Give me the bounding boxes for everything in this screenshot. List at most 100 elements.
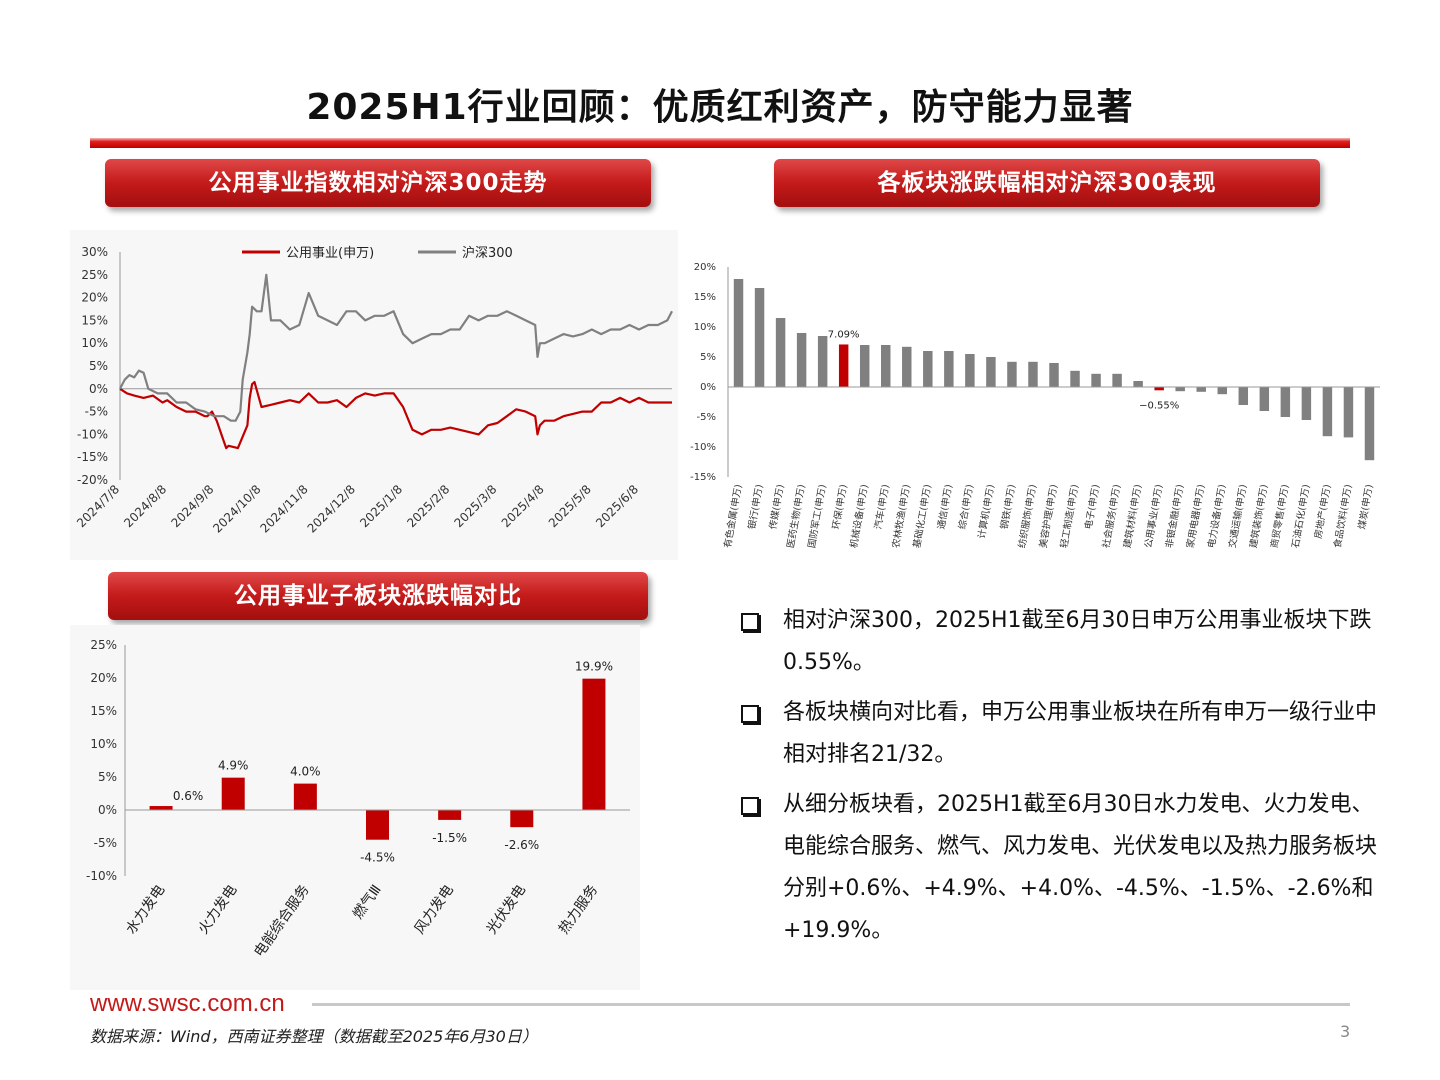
- bar: [881, 345, 891, 387]
- x-tick-label: 医药生物(申万): [785, 483, 808, 549]
- section-header-index-trend: 公用事业指数相对沪深300走势: [105, 159, 651, 207]
- bar: [1175, 387, 1185, 392]
- x-tick-label: 非银金融(申万): [1163, 483, 1186, 549]
- bar: [1091, 373, 1101, 387]
- y-tick-label: -5%: [697, 412, 716, 423]
- bar: [1280, 387, 1291, 417]
- x-tick-label: 2025/1/8: [357, 482, 405, 530]
- bullet-text: 各板块横向对比看，申万公用事业板块在所有申万一级行业中相对排名21/32。: [783, 700, 1378, 767]
- x-tick-label: 有色金属(申万): [721, 483, 744, 549]
- x-tick-label: 石油石化(申万): [1289, 483, 1312, 549]
- bar: [1154, 387, 1164, 391]
- data-label: 4.0%: [290, 765, 321, 779]
- y-tick-label: 20%: [81, 291, 108, 305]
- y-tick-label: 5%: [98, 770, 117, 784]
- bar: [986, 357, 996, 387]
- x-tick-label: 2024/8/8: [121, 482, 169, 530]
- x-tick-label: 热力服务: [556, 882, 601, 937]
- x-tick-label: 家用电器(申万): [1184, 483, 1207, 549]
- subsector-chart: 25% 20% 15% 10% 5% 0% -5% -10% 0.6% 水力发电 4.9% 火力发电 4…: [86, 638, 630, 960]
- x-tick-label: 国防军工(申万): [806, 483, 829, 549]
- x-tick-label: 光伏发电: [484, 882, 529, 937]
- x-tick-label: 汽车(申万): [872, 483, 892, 530]
- page-number: 3: [1340, 1022, 1351, 1041]
- x-tick-label: 通信(申万): [935, 483, 955, 530]
- x-tick-label: 2024/10/8: [210, 482, 263, 535]
- y-tick-label: 20%: [90, 671, 117, 685]
- series-line-1: [119, 273, 673, 422]
- x-tick-label: 煤炭(申万): [1356, 483, 1376, 530]
- series-line-0: [119, 380, 672, 450]
- y-tick-label: 10%: [90, 737, 117, 751]
- bar: [1028, 361, 1038, 387]
- bar: [1007, 361, 1017, 387]
- bullet-item: 各板块横向对比看，申万公用事业板块在所有申万一级行业中相对排名21/32。: [735, 692, 1395, 776]
- x-tick-label: 农林牧渔(申万): [890, 483, 913, 549]
- title-rule: [90, 138, 1350, 148]
- bar: [510, 810, 534, 828]
- source-note: 数据来源：Wind，西南证券整理（数据截至2025年6月30日）: [90, 1027, 538, 1046]
- data-label: 4.9%: [218, 759, 249, 773]
- x-tick-label: 电能综合服务: [251, 882, 312, 960]
- data-label: -1.5%: [432, 831, 467, 845]
- x-tick-label: 燃气Ⅲ: [349, 882, 385, 923]
- data-label: 0.6%: [173, 789, 204, 803]
- y-tick-label: 15%: [81, 313, 108, 327]
- x-tick-label: 2025/5/8: [546, 482, 594, 530]
- bar: [754, 288, 765, 387]
- checkbox-bullet-icon: [741, 613, 759, 631]
- bar: [1259, 387, 1270, 411]
- checkbox-bullet-icon: [741, 797, 759, 815]
- y-tick-label: -5%: [85, 405, 108, 419]
- x-tick-label: 电力设备(申万): [1205, 483, 1228, 549]
- y-tick-label: -20%: [77, 473, 108, 487]
- x-tick-label: 食品饮料(申万): [1331, 483, 1354, 549]
- bar: [1070, 370, 1080, 387]
- bar: [221, 777, 245, 810]
- bullet-list: 相对沪深300，2025H1截至6月30日申万公用事业板块下跌0.55%。 各板…: [735, 600, 1395, 960]
- index-trend-chart: 30% 25% 20% 15% 10% 5% 0% -5% -10% -15% -20%2024/7…: [74, 245, 673, 536]
- y-tick-label: 25%: [81, 268, 108, 282]
- x-tick-label: 2025/2/8: [404, 482, 452, 530]
- bar: [1112, 373, 1122, 387]
- x-tick-label: 水力发电: [123, 882, 168, 937]
- bar: [923, 351, 933, 387]
- y-tick-label: -10%: [77, 427, 108, 441]
- bar: [1322, 387, 1333, 437]
- x-tick-label: 轻工制造(申万): [1058, 483, 1081, 549]
- section-header-subsector-compare: 公用事业子板块涨跌幅对比: [108, 572, 648, 620]
- data-label: −0.55%: [1139, 400, 1179, 411]
- x-tick-label: 房地产(申万): [1312, 483, 1333, 539]
- x-tick-label: 电子(申万): [1082, 483, 1102, 530]
- sector-performance-chart-panel: 20% 15% 10% 5% 0% -5% -10% -15% 有色金属(申万) 银行(申万) 传媒…: [690, 250, 1390, 580]
- x-tick-label: 公用事业(申万): [1142, 483, 1165, 549]
- x-tick-label: 传媒(申万): [767, 483, 787, 530]
- legend-label: 公用事业(申万): [286, 246, 374, 261]
- x-tick-label: 2024/11/8: [257, 482, 310, 535]
- data-label: 7.09%: [828, 329, 860, 340]
- index-trend-chart-panel: 30% 25% 20% 15% 10% 5% 0% -5% -10% -15% -20% 2024/7…: [70, 230, 678, 560]
- legend-label: 沪深300: [462, 245, 513, 261]
- bar: [582, 678, 606, 810]
- y-tick-label: 0%: [700, 382, 716, 393]
- y-tick-label: -10%: [86, 869, 117, 883]
- footer-url[interactable]: www.swsc.com.cn: [90, 990, 285, 1017]
- bar: [1217, 387, 1227, 395]
- y-tick-label: 25%: [90, 638, 117, 652]
- x-tick-label: 基础化工(申万): [911, 483, 934, 549]
- y-tick-label: 0%: [98, 803, 117, 817]
- bar: [902, 346, 912, 387]
- y-tick-label: 20%: [694, 262, 716, 273]
- x-tick-label: 风力发电: [412, 882, 457, 937]
- bar: [366, 810, 389, 840]
- slide-title: 2025H1行业回顾：优质红利资产，防守能力显著: [306, 87, 1134, 128]
- x-tick-label: 2025/4/8: [499, 482, 547, 530]
- y-tick-label: -10%: [690, 442, 716, 453]
- y-tick-label: -15%: [690, 472, 716, 483]
- x-tick-label: 2025/6/8: [593, 482, 641, 530]
- bar: [1196, 387, 1206, 392]
- y-tick-label: 15%: [694, 292, 716, 303]
- bar: [293, 783, 317, 810]
- bar: [775, 318, 786, 387]
- subsector-chart-panel: 25% 20% 15% 10% 5% 0% -5% -10% 0.6% 水力发电 4.9% 火力发电 4…: [70, 625, 640, 990]
